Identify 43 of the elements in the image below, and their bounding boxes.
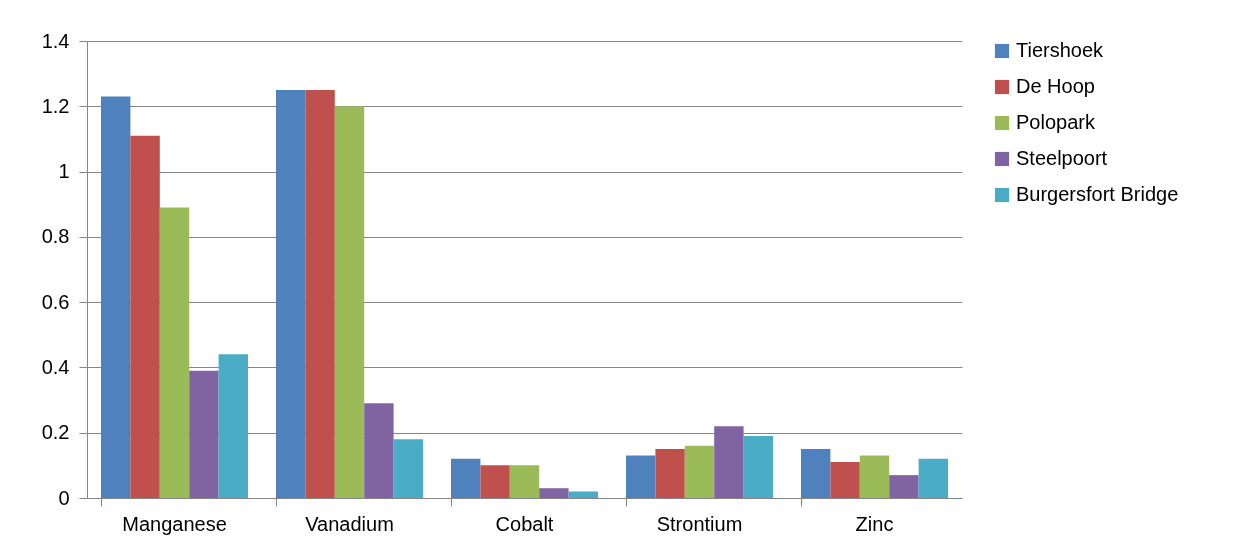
bar — [480, 465, 510, 498]
bar — [743, 435, 773, 498]
bar — [714, 426, 744, 498]
legend-label: Tiershoek — [1016, 39, 1105, 61]
x-tick-label: Cobalt — [495, 512, 554, 535]
y-tick-label: 0.4 — [41, 355, 70, 378]
bar — [189, 370, 219, 498]
bar — [393, 439, 423, 498]
bar — [539, 488, 569, 498]
y-tick-label: 1.4 — [41, 29, 70, 52]
bar — [276, 89, 306, 498]
x-tick-label: Strontium — [656, 512, 743, 535]
bar — [509, 465, 540, 498]
bar — [889, 475, 919, 498]
bar — [101, 96, 131, 498]
x-tick-label: Zinc — [855, 512, 894, 535]
bar — [684, 445, 715, 498]
bar — [218, 354, 248, 498]
y-tick-label: 0.8 — [41, 225, 70, 248]
y-tick-label: 0.6 — [41, 290, 70, 313]
y-tick-label: 0 — [58, 486, 70, 509]
y-tick-label: 0.2 — [41, 421, 70, 444]
bar — [334, 106, 365, 498]
bar — [801, 449, 831, 498]
bar — [655, 449, 685, 498]
bar — [364, 403, 394, 498]
bar — [918, 458, 948, 498]
y-tick-label: 1 — [58, 160, 70, 183]
legend-label: De Hoop — [1016, 75, 1095, 97]
legend-label: Steelpoort — [1016, 147, 1108, 169]
legend-label: Polopark — [1016, 111, 1096, 133]
x-tick-label: Vanadium — [305, 512, 394, 535]
bar — [830, 462, 860, 498]
bar — [305, 89, 335, 498]
bar — [626, 455, 656, 498]
legend-label: Burgersfort Bridge — [1016, 183, 1179, 205]
bar — [568, 491, 598, 498]
y-tick-label: 1.2 — [41, 94, 70, 117]
bar — [159, 207, 190, 498]
x-tick-label: Manganese — [122, 512, 227, 535]
bar — [859, 455, 890, 498]
bar — [451, 458, 481, 498]
bar — [130, 135, 160, 498]
